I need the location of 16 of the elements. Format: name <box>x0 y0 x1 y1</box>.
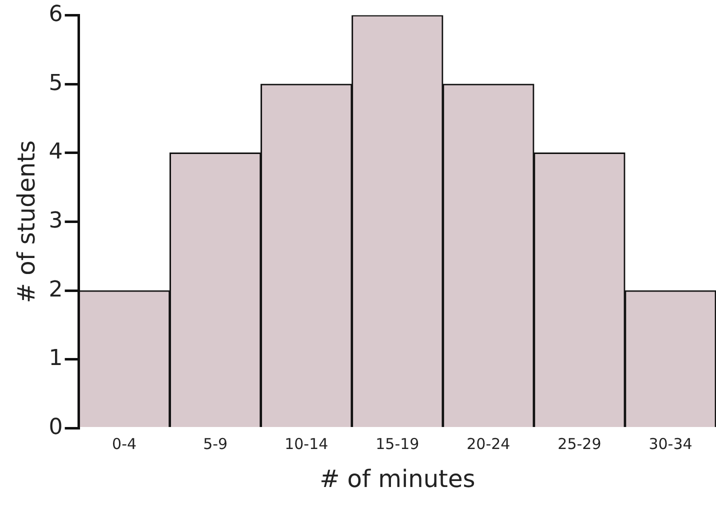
x-tick-label: 5-9 <box>203 435 228 454</box>
x-axis-title: # of minutes <box>320 464 476 493</box>
y-axis-title: # of students <box>12 140 41 304</box>
x-tick-label: 15-19 <box>376 435 420 454</box>
x-tick-label: 30-34 <box>648 435 692 454</box>
y-tick-label: 6 <box>48 2 63 27</box>
y-tick-label: 4 <box>48 140 63 165</box>
y-tick-label: 1 <box>48 346 63 372</box>
x-tick-label: 20-24 <box>466 435 510 454</box>
y-tick-label: 5 <box>48 70 63 96</box>
y-tick-label: 3 <box>48 208 63 234</box>
y-tick-label: 0 <box>48 414 63 440</box>
x-tick-label: 0-4 <box>112 435 137 454</box>
y-tick-label: 2 <box>48 277 63 302</box>
x-tick-label: 10-14 <box>284 435 328 454</box>
x-tick-label: 25-29 <box>558 435 602 454</box>
